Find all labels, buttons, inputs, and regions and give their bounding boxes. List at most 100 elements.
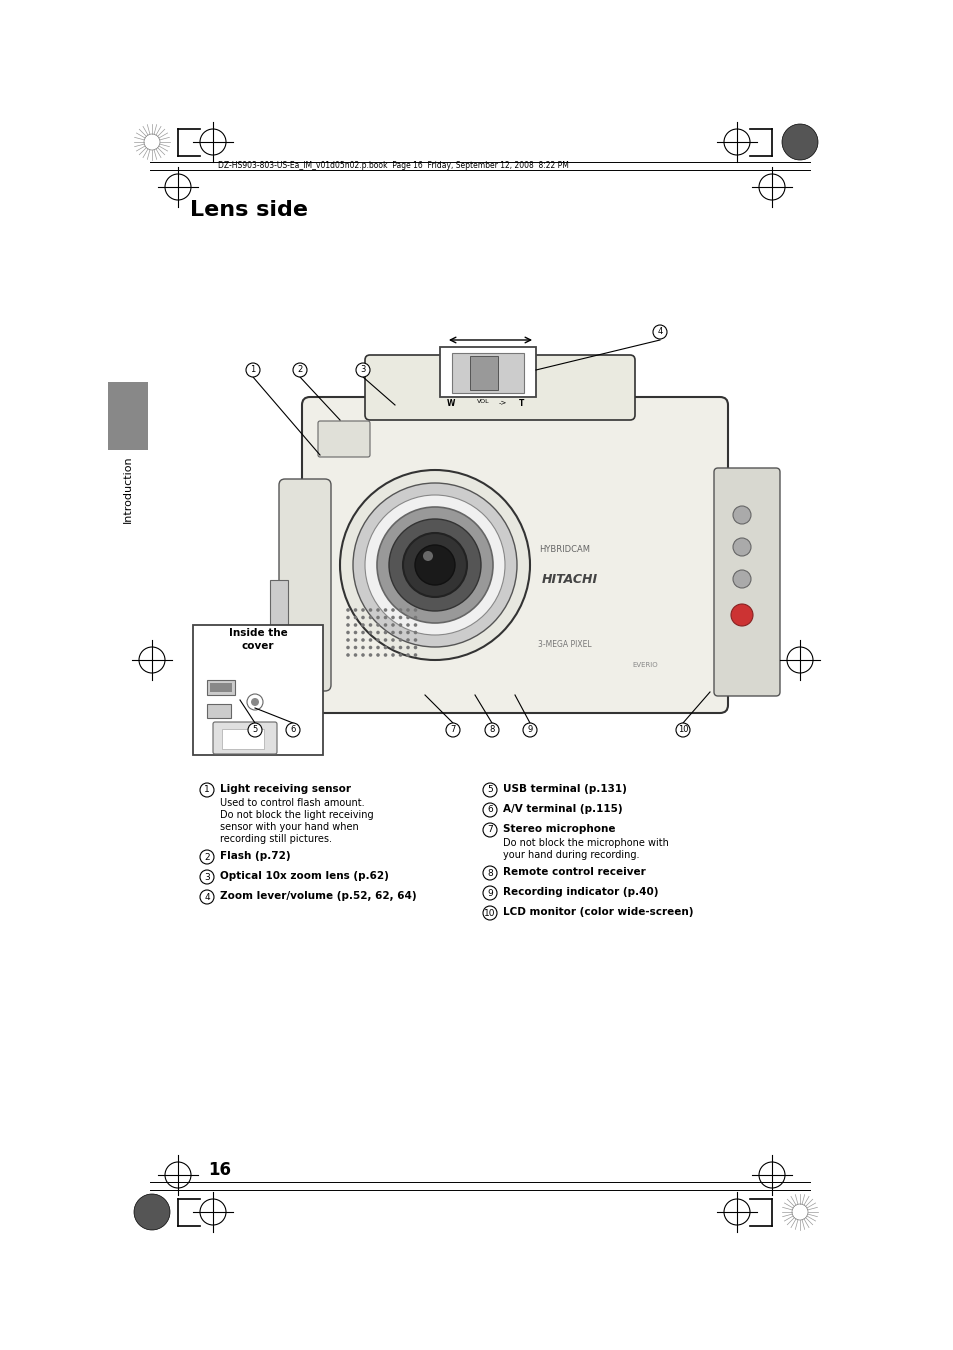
Circle shape (361, 639, 364, 641)
Circle shape (368, 653, 372, 657)
Text: Do not block the microphone with: Do not block the microphone with (502, 838, 668, 848)
Circle shape (375, 653, 379, 657)
Text: 8: 8 (489, 725, 495, 734)
Circle shape (368, 630, 372, 634)
Circle shape (368, 609, 372, 612)
Bar (270, 580, 288, 625)
Text: 5: 5 (487, 786, 493, 795)
Text: 9: 9 (527, 725, 532, 734)
Circle shape (383, 609, 387, 612)
Circle shape (732, 539, 750, 556)
Circle shape (293, 363, 307, 377)
Circle shape (402, 533, 467, 597)
Circle shape (406, 616, 410, 620)
Circle shape (368, 639, 372, 641)
Circle shape (354, 630, 357, 634)
Text: VOL: VOL (476, 400, 489, 404)
Bar (470, 356, 497, 390)
Circle shape (383, 616, 387, 620)
Circle shape (383, 639, 387, 641)
Text: A/V terminal (p.115): A/V terminal (p.115) (502, 805, 622, 814)
Circle shape (414, 645, 416, 649)
Circle shape (414, 639, 416, 641)
Circle shape (482, 886, 497, 900)
Circle shape (383, 653, 387, 657)
Circle shape (375, 609, 379, 612)
Circle shape (398, 653, 402, 657)
Bar (222, 729, 264, 749)
Bar (439, 347, 536, 397)
Circle shape (391, 653, 395, 657)
Text: EVERIO: EVERIO (632, 662, 658, 668)
Circle shape (353, 483, 517, 647)
Circle shape (200, 890, 213, 905)
Circle shape (406, 645, 410, 649)
Circle shape (406, 624, 410, 626)
Circle shape (391, 609, 395, 612)
Circle shape (354, 645, 357, 649)
Bar (207, 680, 234, 695)
Bar (452, 352, 523, 393)
Circle shape (391, 645, 395, 649)
Text: 1: 1 (250, 366, 255, 374)
Text: 3: 3 (360, 366, 365, 374)
Text: Stereo microphone: Stereo microphone (502, 824, 615, 834)
Circle shape (391, 616, 395, 620)
Text: LCD monitor (color wide-screen): LCD monitor (color wide-screen) (502, 907, 693, 917)
Circle shape (415, 545, 455, 585)
Text: Inside the
cover: Inside the cover (229, 628, 287, 651)
Text: 7: 7 (450, 725, 456, 734)
Circle shape (346, 624, 350, 626)
Text: Introduction: Introduction (123, 455, 132, 522)
Text: 6: 6 (487, 806, 493, 814)
Circle shape (406, 609, 410, 612)
Circle shape (732, 506, 750, 524)
Circle shape (354, 609, 357, 612)
Circle shape (346, 630, 350, 634)
Text: 4: 4 (204, 892, 210, 902)
Circle shape (375, 624, 379, 626)
Circle shape (144, 134, 160, 150)
Circle shape (368, 624, 372, 626)
Circle shape (361, 616, 364, 620)
Circle shape (368, 616, 372, 620)
Circle shape (133, 1193, 170, 1230)
Circle shape (398, 609, 402, 612)
Circle shape (730, 603, 752, 626)
Circle shape (482, 906, 497, 919)
Text: sensor with your hand when: sensor with your hand when (220, 822, 358, 832)
Text: 3: 3 (204, 872, 210, 882)
Circle shape (446, 724, 459, 737)
Circle shape (398, 645, 402, 649)
Bar (193, 625, 323, 755)
Circle shape (414, 624, 416, 626)
Circle shape (383, 630, 387, 634)
Text: 3-MEGA PIXEL: 3-MEGA PIXEL (537, 640, 591, 649)
Circle shape (522, 724, 537, 737)
Circle shape (414, 653, 416, 657)
Circle shape (346, 616, 350, 620)
Text: your hand during recording.: your hand during recording. (502, 850, 639, 860)
Text: 10: 10 (677, 725, 687, 734)
Text: 4: 4 (657, 328, 662, 336)
Text: 16: 16 (209, 1161, 232, 1179)
Circle shape (391, 639, 395, 641)
Text: T: T (518, 400, 524, 408)
Text: 1: 1 (204, 786, 210, 795)
Circle shape (375, 616, 379, 620)
Circle shape (346, 645, 350, 649)
Text: Lens side: Lens side (190, 200, 308, 220)
Circle shape (482, 824, 497, 837)
Text: W: W (446, 400, 455, 408)
Text: DZ-HS903-803-US-Ea_IM_v01d05n02.p.book  Page 16  Friday, September 12, 2008  8:2: DZ-HS903-803-US-Ea_IM_v01d05n02.p.book P… (218, 162, 568, 170)
FancyBboxPatch shape (365, 355, 635, 420)
Circle shape (391, 624, 395, 626)
Text: Do not block the light receiving: Do not block the light receiving (220, 810, 374, 819)
Circle shape (375, 645, 379, 649)
Text: Zoom lever/volume (p.52, 62, 64): Zoom lever/volume (p.52, 62, 64) (220, 891, 416, 900)
Text: 5: 5 (253, 725, 257, 734)
Circle shape (200, 869, 213, 884)
Circle shape (361, 630, 364, 634)
Text: 6: 6 (290, 725, 295, 734)
Circle shape (781, 124, 817, 161)
